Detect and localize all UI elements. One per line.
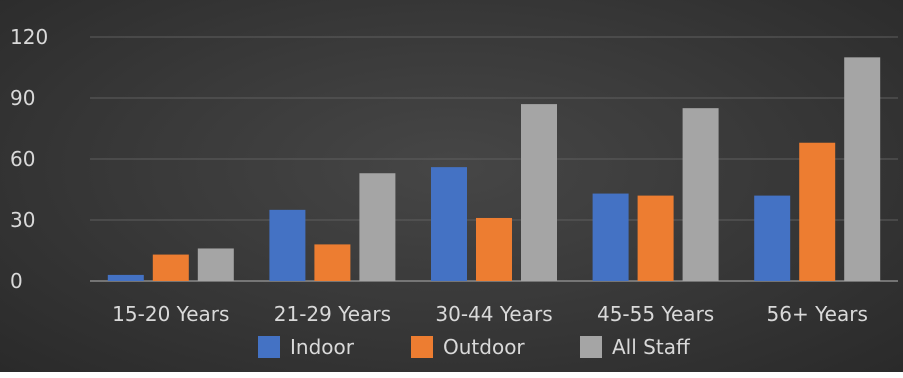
legend-label-all-staff: All Staff — [612, 335, 691, 359]
bar-outdoor — [799, 143, 835, 281]
y-tick-label: 0 — [10, 269, 23, 293]
bar-indoor — [431, 167, 467, 281]
x-tick-label: 56+ Years — [767, 302, 868, 326]
legend-swatch-indoor — [258, 336, 280, 358]
x-tick-label: 15-20 Years — [112, 302, 229, 326]
y-axis: 0 30 60 90 120 — [10, 25, 48, 293]
bar-all-staff — [521, 104, 557, 281]
y-tick-label: 90 — [10, 86, 35, 110]
x-axis: 15-20 Years 21-29 Years 30-44 Years 45-55 Y… — [112, 302, 868, 326]
bar-all-staff — [198, 248, 234, 281]
bar-all-staff — [683, 108, 719, 281]
x-tick-label: 45-55 Years — [597, 302, 714, 326]
legend-label-outdoor: Outdoor — [443, 335, 525, 359]
legend-label-indoor: Indoor — [290, 335, 355, 359]
x-tick-label: 21-29 Years — [274, 302, 391, 326]
bar-outdoor — [153, 255, 189, 281]
legend: Indoor Outdoor All Staff — [258, 335, 691, 359]
y-tick-label: 30 — [10, 208, 35, 232]
legend-swatch-outdoor — [411, 336, 433, 358]
bar-outdoor — [314, 244, 350, 281]
bars — [108, 57, 880, 281]
x-tick-label: 30-44 Years — [435, 302, 552, 326]
bar-indoor — [108, 275, 144, 281]
bar-outdoor — [476, 218, 512, 281]
bar-indoor — [269, 210, 305, 281]
bar-indoor — [593, 194, 629, 281]
bar-indoor — [754, 196, 790, 281]
legend-swatch-all-staff — [580, 336, 602, 358]
bar-all-staff — [844, 57, 880, 281]
y-tick-label: 120 — [10, 25, 48, 49]
bar-outdoor — [638, 196, 674, 281]
y-tick-label: 60 — [10, 147, 35, 171]
bar-all-staff — [359, 173, 395, 281]
